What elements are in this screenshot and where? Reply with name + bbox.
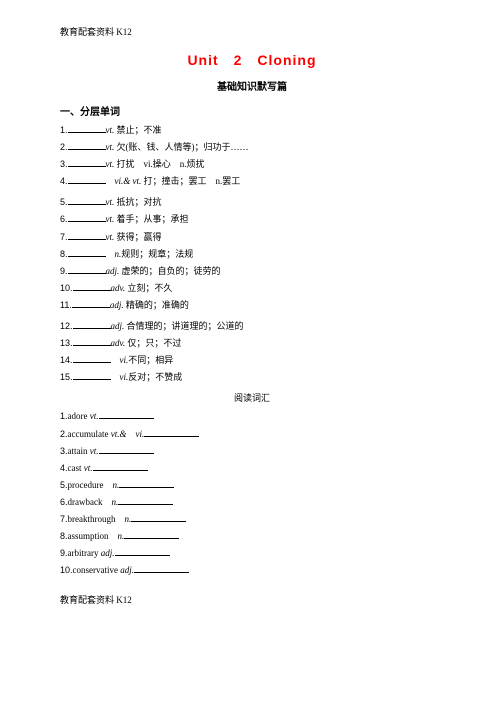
reading-item: 1.adore vt. [60, 408, 444, 425]
subtitle: 基础知识默写篇 [60, 78, 444, 93]
vocab-item: 4. vi.& vt. 打；撞击；罢工 n.罢工 [60, 173, 444, 190]
unit-title: Unit 2 Cloning [60, 50, 444, 70]
reading-item: 5.procedure n. [60, 477, 444, 494]
vocab-item: 2.vt. 欠(账、钱、人情等)；归功于…… [60, 139, 444, 156]
reading-item: 7.breakthrough n. [60, 511, 444, 528]
reading-item: 8.assumption n. [60, 528, 444, 545]
vocab-item: 7.vt. 获得；赢得 [60, 229, 444, 246]
vocab-item: 12.adj. 合情理的；讲道理的；公道的 [60, 318, 444, 335]
vocab-item: 13.adv. 仅；只；不过 [60, 335, 444, 352]
vocab-item: 10.adv. 立刻；不久 [60, 280, 444, 297]
vocab-item: 15. vi.反对；不赞成 [60, 369, 444, 386]
reading-item: 3.attain vt. [60, 443, 444, 460]
vocab-item: 8. n.规则；规章；法规 [60, 246, 444, 263]
reading-item: 9.arbitrary adj. [60, 545, 444, 562]
page-footer: 教育配套资料 K12 [60, 593, 444, 606]
vocab-item: 6.vt. 着手；从事；承担 [60, 211, 444, 228]
vocab-item: 5.vt. 抵抗；对抗 [60, 194, 444, 211]
vocab-item: 14. vi.不同；相异 [60, 352, 444, 369]
reading-item: 10.conservative adj. [60, 562, 444, 579]
reading-item: 2.accumulate vt.& vi. [60, 426, 444, 443]
reading-header: 阅读词汇 [60, 391, 444, 404]
reading-item: 6.drawback n. [60, 494, 444, 511]
vocab-item: 9.adj. 虚荣的；自负的；徒劳的 [60, 263, 444, 280]
vocab-item: 1.vt. 禁止；不准 [60, 122, 444, 139]
vocab-item: 11.adj. 精确的；准确的 [60, 297, 444, 314]
page-header: 教育配套资料 K12 [60, 25, 444, 38]
section1-header: 一、分层单词 [60, 103, 444, 118]
reading-item: 4.cast vt. [60, 460, 444, 477]
vocab-item: 3.vt. 打扰 vi.操心 n.烦扰 [60, 156, 444, 173]
